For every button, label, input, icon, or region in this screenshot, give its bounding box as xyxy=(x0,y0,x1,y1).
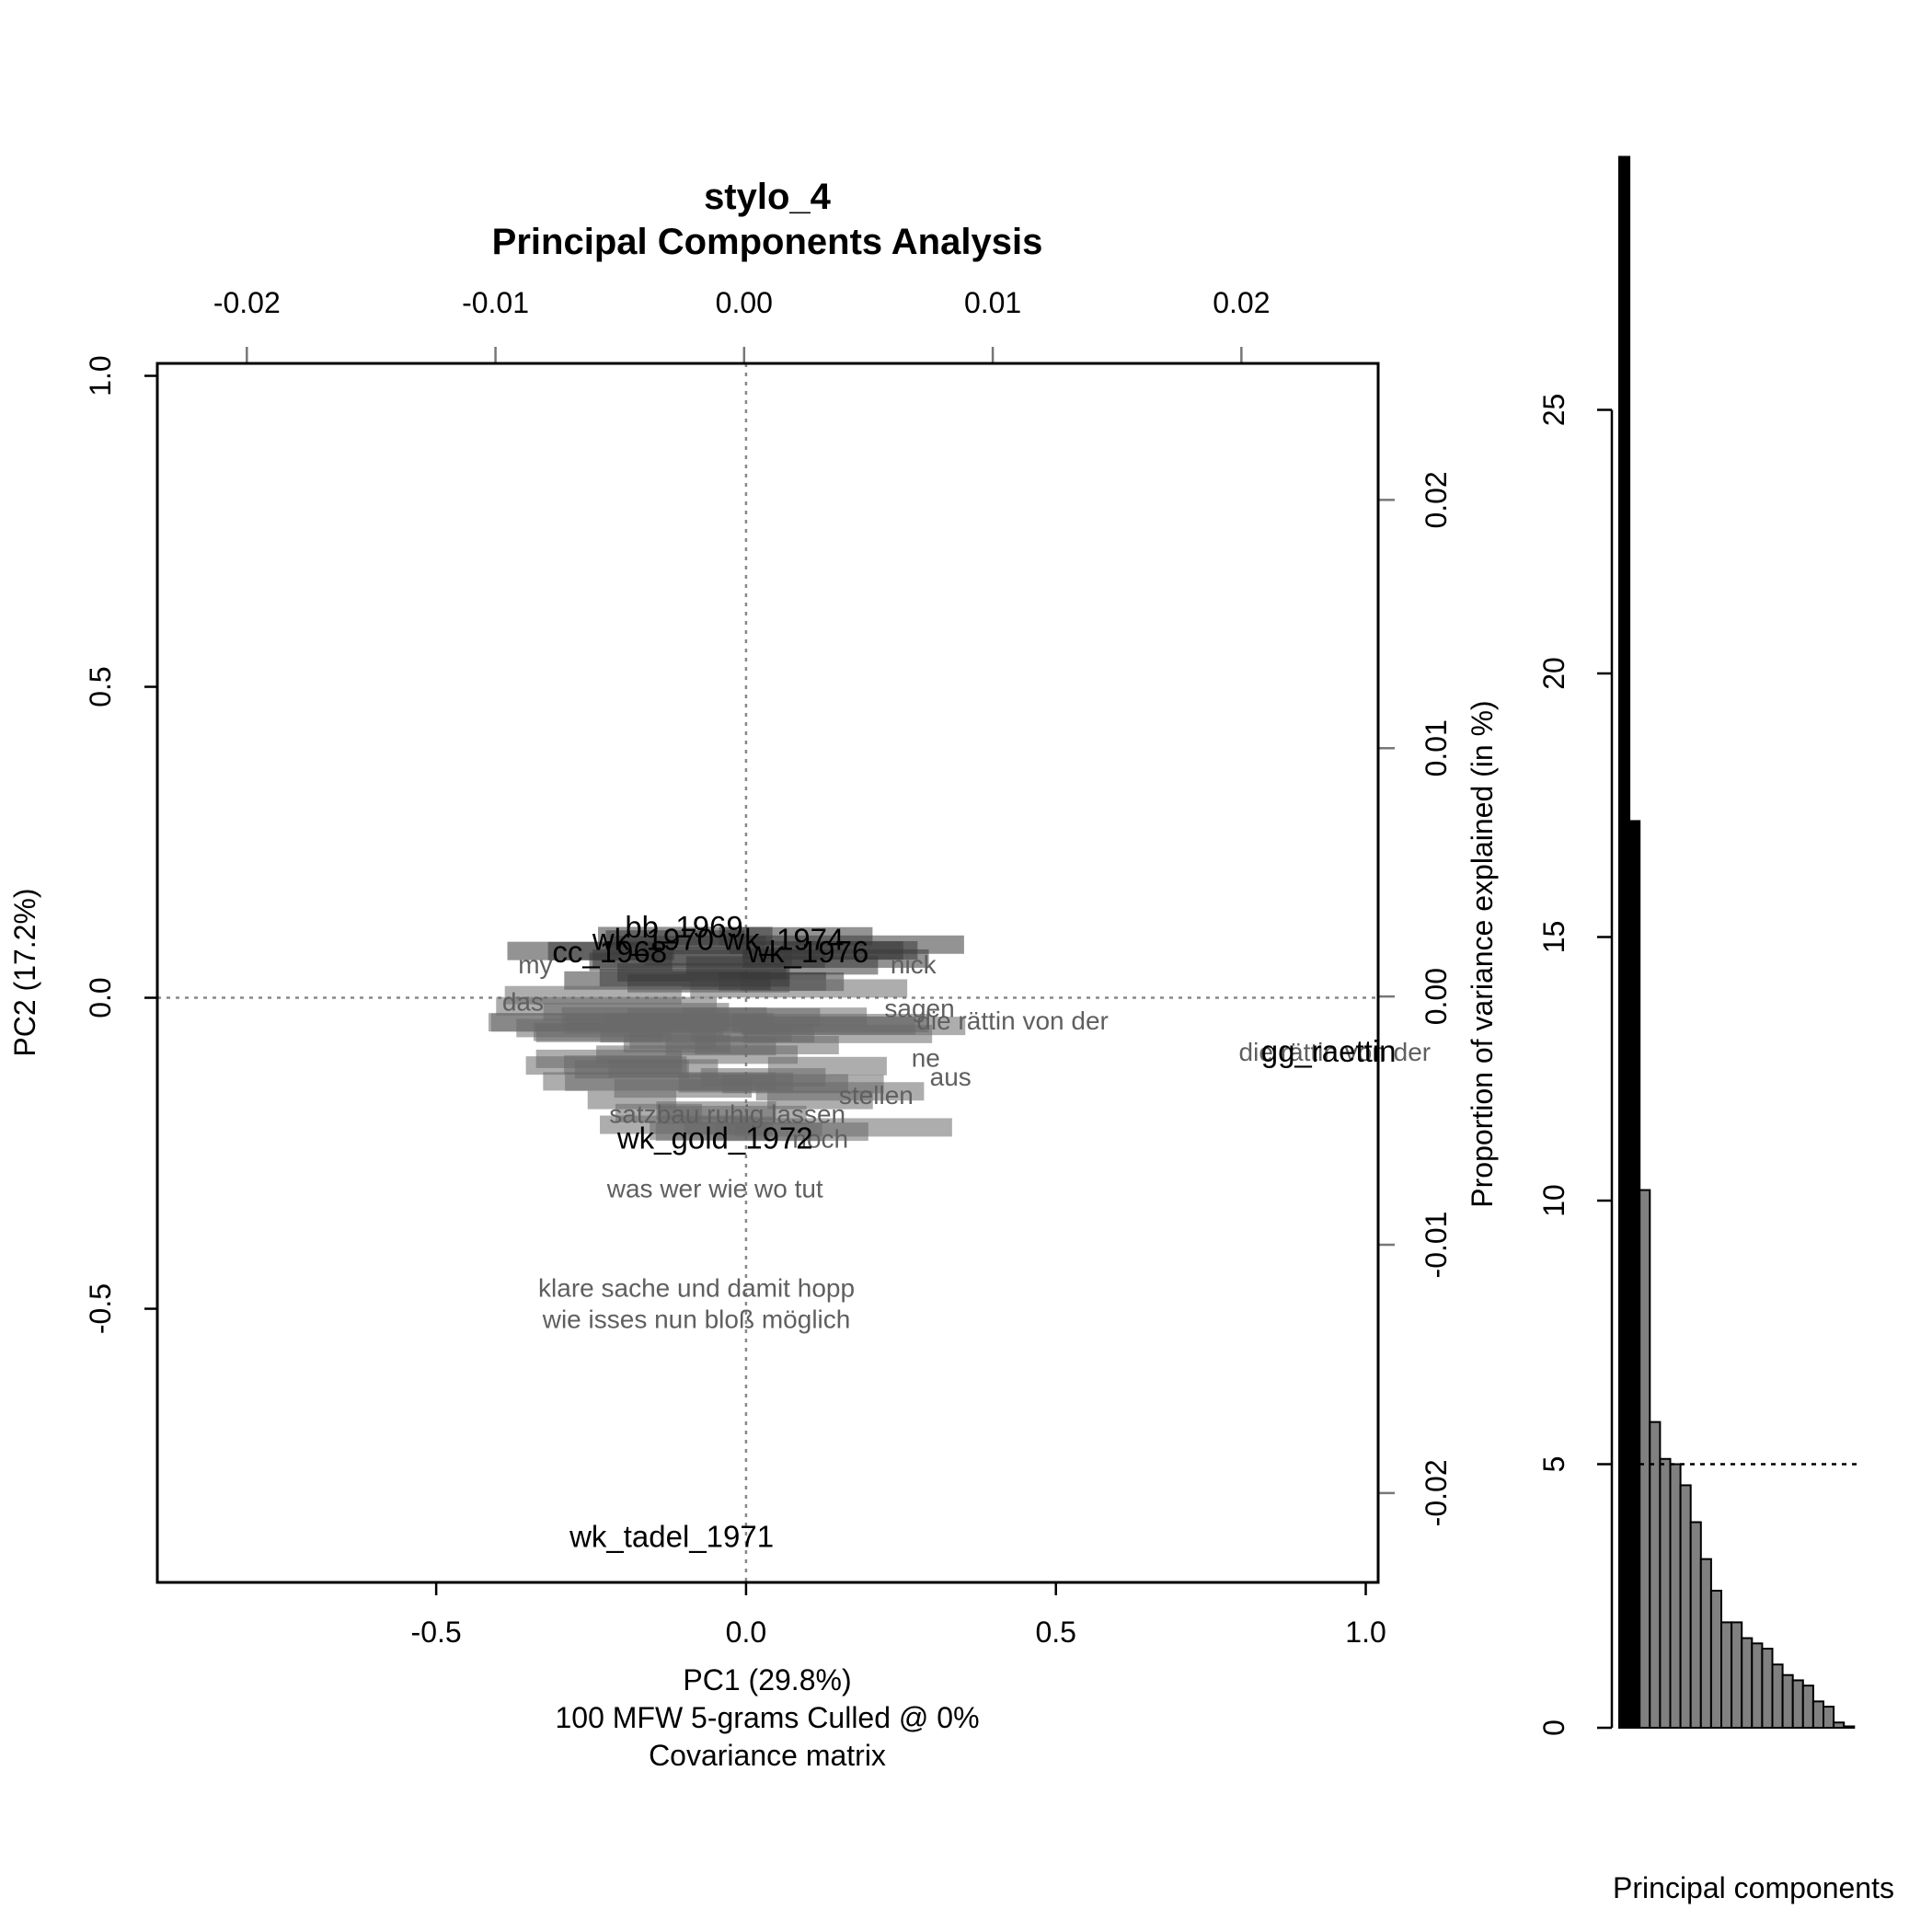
cluster-mark xyxy=(695,1035,839,1054)
right-tick-label: -0.02 xyxy=(1420,1459,1453,1526)
chart-subtitle: Principal Components Analysis xyxy=(492,222,1043,262)
word-label: my xyxy=(518,950,552,979)
word-label: sagen xyxy=(884,994,954,1022)
scree-y-tick-label: 0 xyxy=(1537,1719,1570,1736)
scree-bar xyxy=(1761,1648,1774,1730)
word-label: nick xyxy=(891,950,937,979)
document-label: wk_gold_1972 xyxy=(616,1121,813,1156)
word-label: was wer wie wo tut xyxy=(606,1174,823,1202)
scree-y-axis-label: Proportion of variance explained (in %) xyxy=(1466,700,1499,1207)
scree-bar xyxy=(1699,1558,1712,1730)
scree-bar xyxy=(1801,1685,1814,1730)
plot-frame xyxy=(155,362,1380,1584)
pca-ticks: -0.5 0.0 0.5 1.0 -0.5 0.0 0.5 1.0 -0.02 -0.01 0.00… xyxy=(84,286,1453,1649)
top-tick-label: 0.02 xyxy=(1213,286,1270,319)
top-tick-label: -0.01 xyxy=(462,286,529,319)
word-label: ne xyxy=(912,1044,940,1073)
document-label: gg_raettin xyxy=(1261,1034,1397,1068)
x-tick-label: 1.0 xyxy=(1345,1616,1386,1649)
top-tick-label: 0.00 xyxy=(716,286,773,319)
scree-bars xyxy=(1618,155,1856,1730)
word-label: satzbau ruhig lassen xyxy=(609,1099,845,1128)
x-axis-label: PC1 (29.8%) xyxy=(683,1663,851,1696)
y-axis-label: PC2 (17.2%) xyxy=(8,888,41,1056)
scree-bar xyxy=(1689,1521,1702,1730)
word-label: wie isses nun bloß möglich xyxy=(542,1305,851,1333)
scree-bar xyxy=(1679,1484,1692,1730)
scree-bar xyxy=(1771,1663,1784,1729)
scree-y-axis: 0 5 10 15 20 25 xyxy=(1537,394,1614,1736)
word-label: die rättin von der xyxy=(1239,1038,1432,1066)
scree-bar xyxy=(1741,1637,1754,1729)
scree-bar xyxy=(1843,1725,1856,1729)
word-label: die rättin von der xyxy=(916,1006,1109,1035)
y-tick-label: 1.0 xyxy=(84,355,117,396)
scree-bar xyxy=(1833,1721,1846,1730)
cluster-mark xyxy=(609,936,766,955)
cluster-mark xyxy=(742,949,929,968)
cluster-mark xyxy=(722,1075,884,1094)
right-tick-label: 0.02 xyxy=(1420,471,1453,528)
scree-bar xyxy=(1709,1590,1723,1730)
x-tick-label: -0.5 xyxy=(411,1616,462,1649)
scree-bar xyxy=(1811,1700,1825,1729)
scree-y-tick-label: 5 xyxy=(1537,1456,1570,1473)
scree-bar xyxy=(1649,1420,1662,1730)
x-tick-label: 0.0 xyxy=(726,1616,766,1649)
document-label: wk_tadel_1971 xyxy=(569,1519,774,1553)
scree-bar xyxy=(1639,1189,1651,1730)
word-label: aus xyxy=(930,1063,972,1091)
scree-plot: 0 5 10 15 20 25 Proportion of variance explai… xyxy=(1466,155,1894,1904)
scree-bar xyxy=(1781,1673,1794,1729)
word-labels: was wer wie wo tut klare sache und damit … xyxy=(488,926,1432,1333)
cluster-mark xyxy=(564,971,771,990)
word-label: noch xyxy=(792,1124,848,1153)
scree-bar xyxy=(1720,1621,1733,1730)
y-tick-label: 0.5 xyxy=(84,666,117,707)
cluster-mark xyxy=(732,1013,929,1032)
scree-bar xyxy=(1618,155,1631,1730)
scree-y-tick-label: 25 xyxy=(1537,394,1570,427)
document-label: wk_1976 xyxy=(746,935,868,969)
cluster-mark xyxy=(574,1060,689,1079)
cluster-mark xyxy=(684,1116,773,1135)
scree-bar xyxy=(1628,820,1641,1729)
scree-bar xyxy=(1823,1706,1835,1729)
word-label: klare sache und damit hopp xyxy=(538,1274,855,1303)
document-label: cc_1968 xyxy=(552,935,667,969)
scree-bar xyxy=(1669,1463,1682,1729)
chart-title: stylo_4 xyxy=(704,177,832,217)
document-labels: wk_gold_1972 wk_tadel_1971 gg_raettin bb_19… xyxy=(552,910,1396,1554)
pca-plot: stylo_4 Principal Components Analysis -0… xyxy=(8,177,1453,1772)
scree-bar xyxy=(1659,1457,1672,1730)
scree-bar xyxy=(1791,1679,1804,1730)
document-label: wk_1974 xyxy=(721,922,844,956)
top-tick-label: 0.01 xyxy=(964,286,1021,319)
cluster-mark xyxy=(543,1003,730,1022)
cluster-mark xyxy=(629,1030,717,1050)
right-tick-label: 0.01 xyxy=(1420,719,1453,776)
document-label: bb_1969 xyxy=(625,910,742,944)
scree-y-tick-label: 10 xyxy=(1537,1184,1570,1217)
scree-x-axis-label: Principal components xyxy=(1613,1871,1894,1904)
label-cluster xyxy=(488,926,966,1142)
x-tick-label: 0.5 xyxy=(1035,1616,1075,1649)
caption-line-1: 100 MFW 5-grams Culled @ 0% xyxy=(555,1701,979,1734)
right-tick-label: -0.01 xyxy=(1420,1212,1453,1279)
scree-y-tick-label: 20 xyxy=(1537,657,1570,690)
right-tick-label: 0.00 xyxy=(1420,968,1453,1025)
scree-y-tick-label: 15 xyxy=(1537,921,1570,954)
word-label: das xyxy=(502,988,544,1017)
top-tick-label: -0.02 xyxy=(213,286,281,319)
scree-bar xyxy=(1751,1642,1764,1729)
document-label: wk_1970 xyxy=(592,922,714,956)
word-label: stellen xyxy=(839,1081,914,1110)
scree-bar xyxy=(1731,1621,1743,1730)
y-tick-label: -0.5 xyxy=(84,1283,117,1334)
y-tick-label: 0.0 xyxy=(84,977,117,1018)
caption-line-2: Covariance matrix xyxy=(649,1739,886,1772)
cluster-mark xyxy=(587,1090,677,1110)
cluster-mark xyxy=(504,985,682,1005)
